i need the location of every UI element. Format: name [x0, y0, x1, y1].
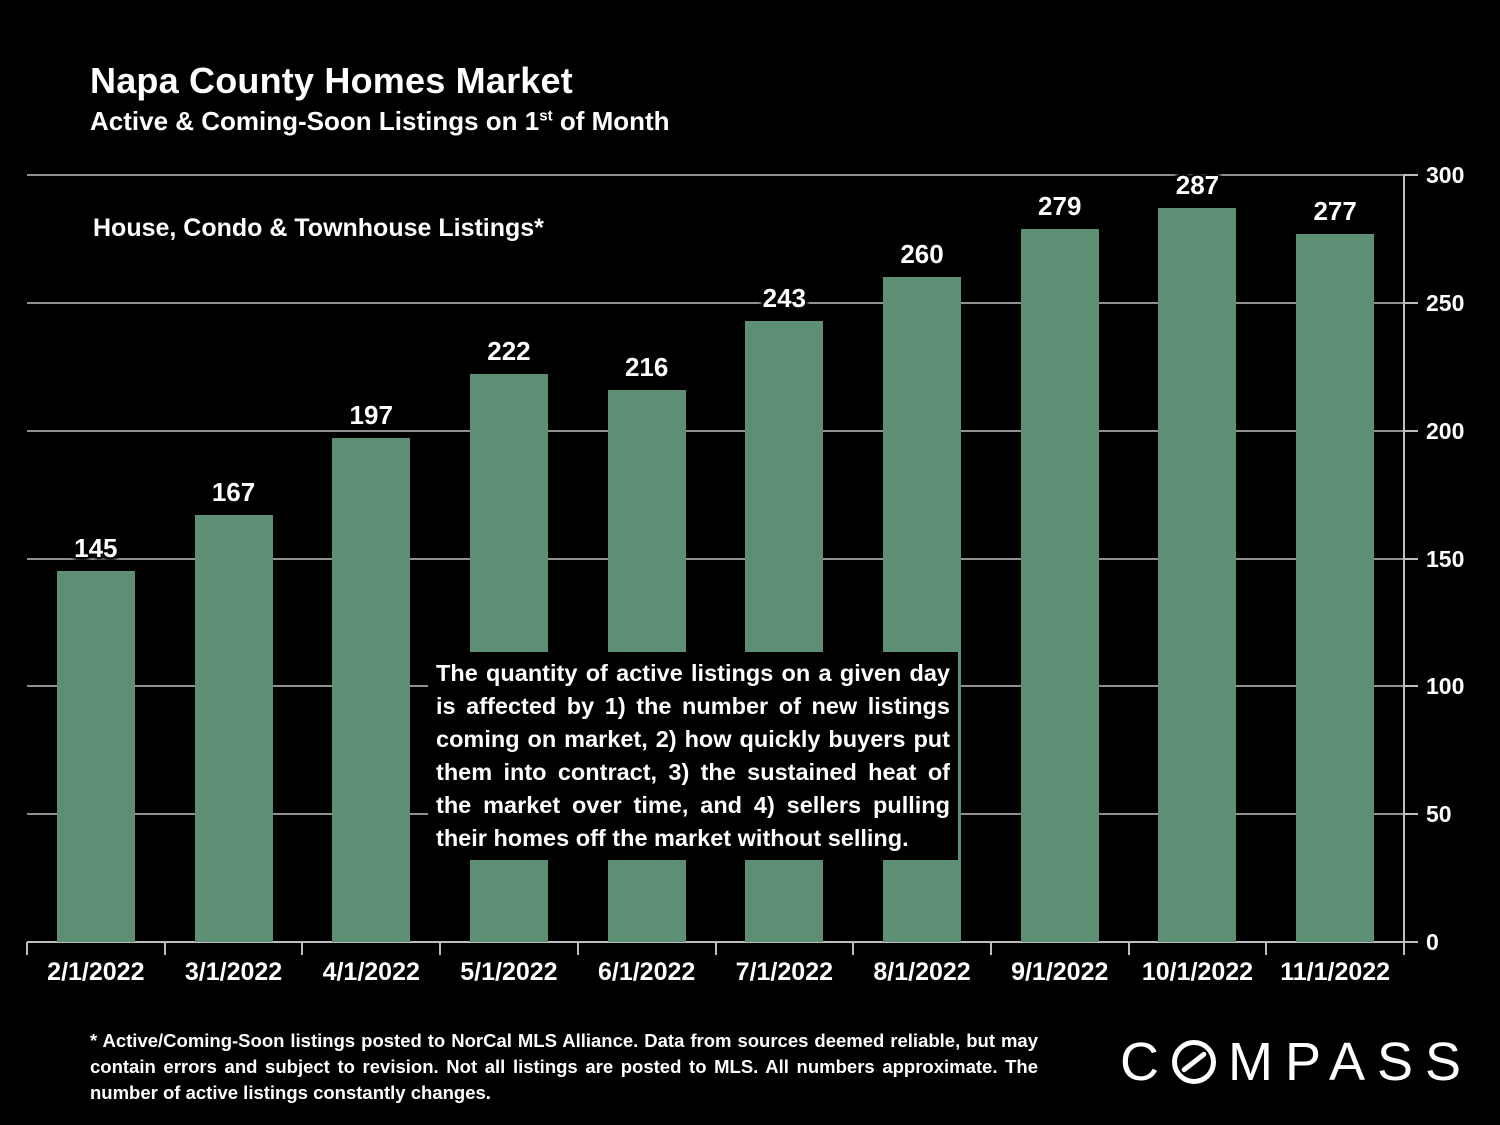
bar-value-label: 145: [74, 533, 118, 564]
page-title: Napa County Homes Market: [90, 60, 573, 101]
x-axis-category-label: 9/1/2022: [1011, 958, 1109, 986]
bar-value-label: 260: [900, 239, 944, 270]
x-axis-category-label: 2/1/2022: [47, 958, 145, 986]
bar-3/1/2022: [194, 515, 273, 942]
y-axis-line: [1403, 175, 1405, 952]
x-axis-tick: [439, 942, 442, 955]
gridline-300: [27, 174, 1404, 176]
x-axis-tick: [301, 942, 304, 955]
annotation-line: coming on market, 2) how quickly buyers …: [436, 726, 950, 752]
y-axis-tick: [1404, 813, 1418, 816]
logo-letters-mpass: MPASS: [1228, 1032, 1474, 1092]
x-axis-tick: [852, 942, 855, 955]
bar-value-label: 167: [211, 477, 256, 508]
x-axis-category-label: 3/1/2022: [184, 958, 283, 986]
x-axis-category-label: 5/1/2022: [460, 958, 558, 986]
annotation-line: is affected by 1) the number of new list…: [436, 693, 950, 719]
bar-value-label: 243: [762, 282, 807, 313]
bar-10/1/2022: [1158, 208, 1237, 942]
needle-bar: [1180, 1050, 1208, 1074]
bar-value-label: 279: [1038, 190, 1082, 221]
y-axis-tick: [1404, 429, 1418, 432]
x-axis-tick: [1403, 942, 1405, 955]
annotation-line: them into contract, 3) the sustained hea…: [436, 759, 950, 785]
x-axis-tick: [26, 942, 28, 955]
footnote-line: * Active/Coming-Soon listings posted to …: [90, 1030, 1038, 1051]
bar-11/1/2022: [1296, 233, 1375, 942]
page-subtitle: Active & Coming-Soon Listings on 1st of …: [90, 106, 670, 137]
y-axis-tick: [1404, 557, 1418, 560]
bar-value-label: 216: [624, 351, 669, 382]
subtitle-text: Active & Coming-Soon Listings on 1: [90, 106, 540, 136]
logo-letter-c: C: [1120, 1032, 1171, 1092]
y-axis-label: 150: [1426, 545, 1465, 572]
y-axis-label: 100: [1426, 673, 1465, 700]
footnote: * Active/Coming-Soon listings posted to …: [90, 1028, 1038, 1106]
bar-value-label: 287: [1175, 170, 1220, 201]
x-axis-tick: [1127, 942, 1130, 955]
footnote-line: contain errors and subject to revision. …: [90, 1056, 1038, 1077]
subtitle-text-end: of Month: [552, 106, 670, 136]
y-axis-label: 50: [1426, 801, 1452, 828]
annotation-line: their homes off the market without selli…: [436, 825, 909, 851]
x-axis-category-label: 4/1/2022: [322, 958, 420, 986]
annotation-line: the market over time, and 4) sellers pul…: [436, 792, 950, 818]
x-axis-category-label: 7/1/2022: [735, 958, 833, 986]
subtitle-superscript: st: [539, 107, 553, 125]
bar-value-label: 277: [1313, 195, 1357, 226]
x-axis-tick: [163, 942, 166, 955]
bar-value-label: 197: [349, 400, 393, 431]
y-axis-label: 300: [1426, 162, 1465, 188]
y-axis-label: 200: [1426, 417, 1465, 444]
annotation-line: The quantity of active listings on a giv…: [436, 660, 950, 686]
y-axis-tick: [1404, 174, 1418, 176]
x-axis-category-label: 8/1/2022: [873, 958, 971, 986]
bar-value-label: 222: [487, 336, 531, 367]
x-axis-tick: [714, 942, 717, 955]
compass-needle-icon: [1172, 1040, 1216, 1084]
annotation-box: The quantity of active listings on a giv…: [428, 652, 958, 860]
bar-9/1/2022: [1020, 228, 1099, 942]
y-axis-tick: [1404, 301, 1418, 304]
y-axis-label: 0: [1426, 929, 1439, 955]
bar-2/1/2022: [56, 571, 135, 942]
gridline-200: [27, 429, 1404, 432]
series-label: House, Condo & Townhouse Listings*: [93, 214, 544, 242]
gridline-150: [27, 557, 1404, 560]
x-axis-category-label: 10/1/2022: [1141, 958, 1254, 986]
x-axis-category-label: 11/1/2022: [1280, 958, 1391, 986]
x-axis-tick: [1265, 942, 1268, 955]
bar-4/1/2022: [332, 438, 411, 942]
x-axis-tick: [576, 942, 579, 955]
x-axis-line: [27, 941, 1418, 943]
y-axis-label: 250: [1426, 289, 1465, 316]
y-axis-tick: [1404, 685, 1418, 688]
compass-logo: C MPASS: [1120, 1032, 1474, 1092]
x-axis-tick: [989, 942, 992, 955]
x-axis-category-label: 6/1/2022: [597, 958, 696, 986]
footnote-line: number of active listings constantly cha…: [90, 1082, 491, 1103]
gridline-250: [27, 301, 1404, 304]
